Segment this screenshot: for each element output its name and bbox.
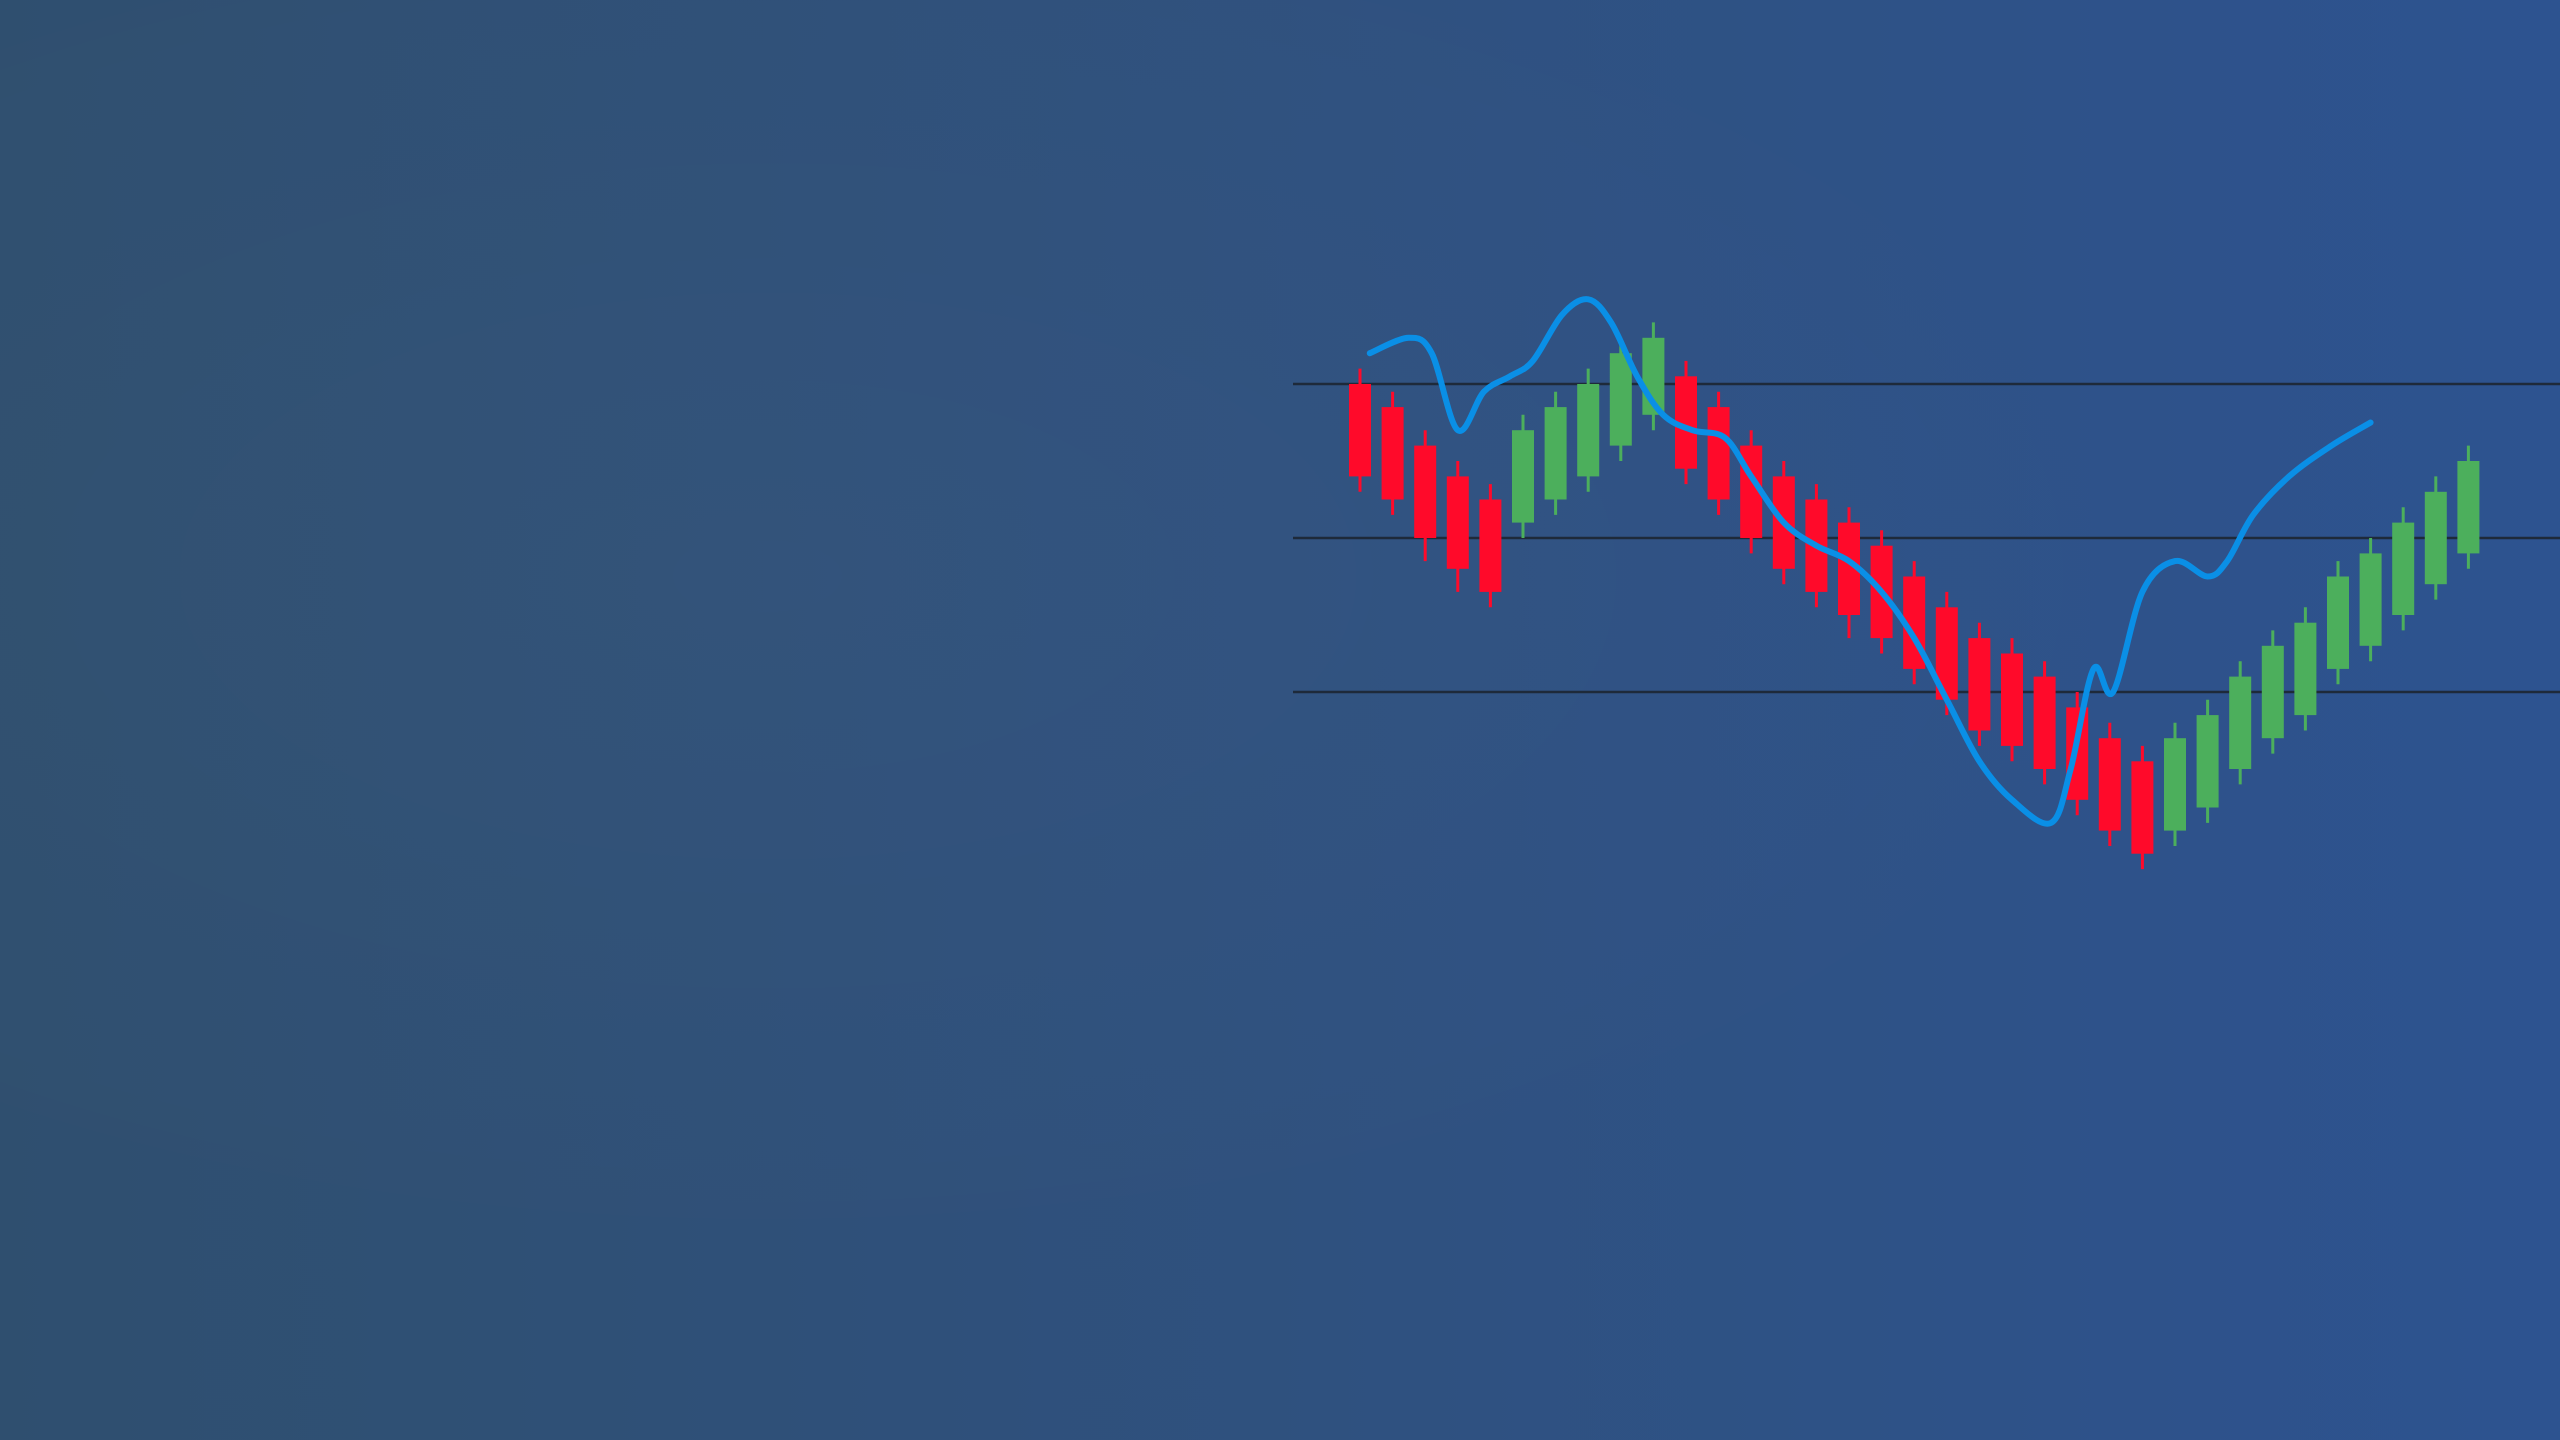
bearish-candle-25 [2131, 745, 2154, 870]
candle-body [2229, 676, 2252, 769]
bullish-candle-30 [2294, 607, 2317, 731]
candle-body [2196, 715, 2219, 808]
candle-body [2392, 522, 2415, 615]
candle-body [1381, 407, 1404, 500]
candle-body [1446, 476, 1469, 569]
grid-lines [1293, 382, 2560, 694]
bullish-candle-8 [1577, 368, 1600, 492]
bearish-candle-24 [2098, 722, 2121, 846]
candle-body [1577, 384, 1600, 477]
candle-body [2098, 738, 2121, 831]
bearish-candle-12 [1707, 391, 1730, 515]
candle-body [2033, 676, 2056, 769]
bullish-candle-27 [2196, 699, 2219, 823]
bullish-candle-34 [2424, 476, 2447, 600]
bearish-candle-3 [1414, 430, 1437, 562]
bullish-candle-31 [2327, 561, 2349, 685]
candle-body [1512, 430, 1534, 523]
bullish-candle-35 [2457, 445, 2480, 569]
candle-body [1414, 445, 1437, 538]
bearish-candle-11 [1675, 360, 1697, 485]
candle-body [2261, 645, 2284, 739]
candle-body [1349, 384, 1371, 477]
bullish-candle-33 [2392, 507, 2415, 631]
bullish-candle-32 [2359, 538, 2382, 662]
candle-body [1675, 376, 1697, 469]
trend-line-layer [1366, 296, 2374, 827]
bullish-candle-7 [1544, 391, 1567, 515]
candle-body [1609, 353, 1632, 446]
trend-line [1366, 296, 2374, 827]
bearish-candle-1 [1349, 368, 1371, 492]
bullish-candle-9 [1609, 337, 1632, 461]
candle-body [2294, 622, 2317, 716]
candle-body [1707, 407, 1730, 500]
candles [1349, 322, 2480, 870]
bullish-candle-26 [2164, 722, 2186, 846]
bearish-candle-4 [1446, 461, 1469, 592]
candle-body [1968, 638, 1991, 731]
candle-body [2131, 761, 2154, 854]
candle-body [1838, 522, 1860, 615]
bearish-candle-5 [1479, 484, 1502, 608]
bullish-candle-29 [2261, 630, 2284, 754]
bullish-candle-6 [1512, 414, 1534, 538]
bearish-candle-21 [2001, 638, 2023, 762]
bullish-candle-28 [2229, 661, 2252, 785]
candle-body [2327, 576, 2349, 669]
bearish-candle-20 [1968, 622, 1991, 746]
bearish-candle-22 [2033, 661, 2056, 785]
candle-body [2164, 738, 2186, 831]
candle-body [2424, 491, 2447, 585]
candle-body [1935, 607, 1958, 700]
candle-body [2457, 461, 2480, 554]
candle-body [1544, 407, 1567, 500]
bearish-candle-16 [1838, 507, 1860, 639]
candle-body [2001, 653, 2023, 746]
candle-body [1479, 499, 1502, 592]
bearish-candle-2 [1381, 391, 1404, 515]
candle-body [2359, 553, 2382, 646]
